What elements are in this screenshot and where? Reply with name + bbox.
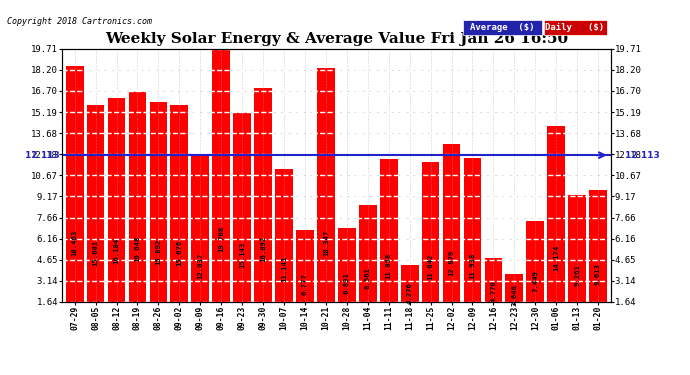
Text: 19.708: 19.708 [218, 225, 224, 252]
Text: 18.463: 18.463 [72, 230, 78, 256]
Text: 15.681: 15.681 [92, 240, 99, 266]
Bar [128, 92, 146, 302]
Bar [150, 102, 167, 302]
Bar [317, 68, 335, 302]
Bar [108, 98, 126, 302]
Text: 12.113: 12.113 [622, 151, 660, 160]
Text: Copyright 2018 Cartronics.com: Copyright 2018 Cartronics.com [7, 17, 152, 26]
Bar [66, 66, 83, 302]
Text: 11.858: 11.858 [386, 253, 392, 279]
Bar [213, 49, 230, 302]
Text: 3.646: 3.646 [511, 284, 518, 306]
Text: 8.561: 8.561 [365, 267, 371, 289]
Text: 12.113: 12.113 [22, 151, 60, 160]
FancyBboxPatch shape [544, 20, 607, 35]
Text: 16.892: 16.892 [260, 236, 266, 262]
Bar [422, 162, 440, 302]
Text: 9.613: 9.613 [595, 263, 601, 285]
Bar [506, 274, 523, 302]
Text: 12.037: 12.037 [197, 252, 204, 279]
Text: 11.938: 11.938 [469, 253, 475, 279]
Bar [401, 265, 419, 302]
Text: 15.676: 15.676 [177, 240, 182, 266]
Bar [233, 113, 251, 302]
Text: 18.347: 18.347 [323, 230, 329, 256]
Bar [442, 144, 460, 302]
Bar [380, 159, 397, 302]
Bar [296, 230, 314, 302]
Text: 15.143: 15.143 [239, 242, 245, 268]
Text: 11.642: 11.642 [428, 254, 433, 280]
Text: 9.261: 9.261 [574, 264, 580, 286]
Bar [87, 105, 104, 302]
Bar [484, 258, 502, 302]
Bar [191, 156, 209, 302]
Text: Daily   ($): Daily ($) [545, 23, 604, 32]
Text: 14.174: 14.174 [553, 245, 559, 271]
Text: 6.891: 6.891 [344, 273, 350, 294]
Text: 12.879: 12.879 [448, 249, 455, 276]
Bar [254, 88, 272, 302]
Bar [170, 105, 188, 302]
Text: 7.449: 7.449 [532, 271, 538, 292]
Text: 11.141: 11.141 [281, 255, 287, 282]
Bar [589, 190, 607, 302]
Text: 4.276: 4.276 [406, 282, 413, 304]
Text: Average  ($): Average ($) [470, 23, 534, 32]
FancyBboxPatch shape [462, 20, 542, 35]
Text: 16.648: 16.648 [135, 236, 141, 262]
Text: 15.892: 15.892 [155, 239, 161, 265]
Text: 4.770: 4.770 [491, 280, 496, 302]
Bar [464, 158, 482, 302]
Bar [547, 126, 565, 302]
Text: 6.777: 6.777 [302, 273, 308, 295]
Text: 16.184: 16.184 [114, 238, 119, 264]
Bar [338, 228, 356, 302]
Bar [569, 195, 586, 302]
Bar [526, 220, 544, 302]
Bar [359, 205, 377, 302]
Bar [275, 169, 293, 302]
Title: Weekly Solar Energy & Average Value Fri Jan 26 16:50: Weekly Solar Energy & Average Value Fri … [105, 32, 568, 46]
